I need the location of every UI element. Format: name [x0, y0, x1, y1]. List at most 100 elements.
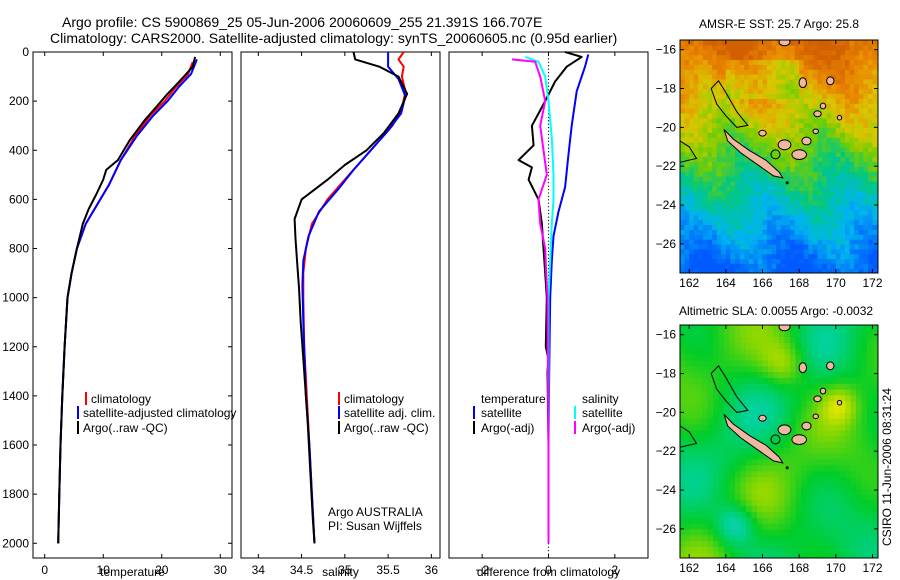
heatmap-cell	[785, 166, 791, 172]
heatmap-cell	[823, 459, 830, 466]
heatmap-cell	[854, 141, 860, 148]
heatmap-cell	[856, 418, 863, 425]
heatmap-cell	[744, 74, 750, 80]
heatmap-cell	[867, 342, 874, 349]
heatmap-cell	[762, 389, 769, 396]
heatmap-cell	[725, 74, 731, 80]
heatmap-cell	[746, 534, 753, 542]
heatmap-cell	[735, 488, 742, 495]
heatmap-cell	[707, 141, 713, 148]
heatmap-cell	[872, 112, 878, 119]
heatmap-cell	[762, 342, 769, 349]
heatmap-cell	[835, 44, 841, 51]
heatmap-cell	[863, 49, 869, 56]
heatmap-cell	[823, 330, 830, 338]
heatmap-cell	[762, 499, 769, 507]
heatmap-cell	[790, 418, 797, 425]
heatmap-cell	[867, 214, 874, 221]
heatmap-cell	[828, 552, 835, 558]
heatmap-cell	[680, 219, 686, 226]
heatmap-cell	[771, 175, 777, 182]
heatmap-cell	[712, 248, 718, 255]
heatmap-cell	[748, 137, 754, 143]
heatmap-cell	[780, 234, 786, 240]
heatmap-cell	[724, 488, 731, 495]
heatmap-cell	[693, 185, 699, 192]
heatmap-cell	[739, 132, 745, 138]
heatmap-cell	[806, 412, 813, 419]
legend-label-temp-argo: Argo(-adj)	[481, 421, 534, 435]
heatmap-cell	[831, 69, 837, 75]
heatmap-cell	[808, 146, 814, 153]
heatmap-cell	[845, 239, 851, 245]
heatmap-cell	[867, 59, 874, 65]
heatmap-cell	[850, 552, 857, 558]
heatmap-cell	[790, 354, 797, 361]
heatmap-cell	[707, 171, 713, 177]
heatmap-cell	[744, 209, 750, 216]
heatmap-cell	[713, 493, 720, 501]
heatmap-cell	[748, 214, 754, 221]
heatmap-cell	[849, 263, 855, 269]
heatmap-cell	[845, 342, 852, 349]
heatmap-cell	[735, 365, 742, 373]
zero-line-dot	[547, 120, 550, 122]
heatmap-cell	[835, 40, 841, 46]
heatmap-cell	[702, 161, 709, 167]
heatmap-cell	[785, 209, 791, 216]
heatmap-cell	[748, 146, 754, 153]
heatmap-cell	[861, 389, 868, 396]
heatmap-cell	[685, 336, 692, 343]
heatmap-cell	[702, 151, 709, 158]
heatmap-cell	[812, 253, 819, 260]
heatmap-cell	[822, 239, 828, 245]
heatmap-cell	[680, 146, 686, 153]
heatmap-cell	[785, 112, 791, 119]
heatmap-cell	[799, 103, 805, 109]
heatmap-cell	[724, 354, 731, 361]
heatmap-cell	[768, 476, 775, 483]
heatmap-cell	[751, 534, 758, 542]
heatmap-cell	[762, 54, 768, 61]
heatmap-cell	[826, 248, 832, 255]
heatmap-cell	[744, 200, 750, 206]
heatmap-cell	[725, 224, 731, 230]
heatmap-cell	[768, 523, 775, 530]
heatmap-cell	[691, 389, 698, 396]
heatmap-cell	[854, 209, 860, 216]
heatmap-cell	[822, 171, 828, 177]
heatmap-cell	[685, 359, 692, 367]
heatmap-cell	[839, 412, 846, 419]
heatmap-cell	[850, 499, 857, 507]
heatmap-cell	[698, 127, 704, 133]
heatmap-cell	[716, 161, 722, 167]
heatmap-cell	[812, 166, 819, 172]
heatmap-cell	[740, 453, 747, 460]
heatmap-cell	[817, 209, 823, 216]
zero-line-dot	[547, 116, 550, 118]
heatmap-cell	[803, 74, 809, 80]
heatmap-cell	[856, 453, 863, 460]
heatmap-cell	[735, 137, 741, 143]
heatmap-cell	[834, 394, 841, 402]
heatmap-cell	[839, 389, 846, 396]
heatmap-cell	[744, 117, 750, 124]
heatmap-cell	[779, 435, 786, 443]
heatmap-cell	[872, 141, 878, 148]
heatmap-cell	[849, 161, 855, 167]
heatmap-cell	[822, 117, 828, 124]
heatmap-cell	[863, 54, 869, 61]
heatmap-cell	[780, 171, 786, 177]
heatmap-cell	[753, 185, 759, 192]
heatmap-cell	[767, 214, 773, 221]
heatmap-cell	[845, 64, 851, 70]
map-y-tick-label: −26	[656, 237, 677, 251]
heatmap-cell	[685, 429, 692, 437]
y-tick-label: 1000	[2, 291, 29, 305]
heatmap-cell	[698, 243, 704, 250]
heatmap-cell	[845, 190, 851, 196]
heatmap-cell	[689, 209, 695, 216]
heatmap-cell	[762, 214, 768, 221]
heatmap-cell	[729, 365, 736, 373]
heatmap-cell	[689, 234, 695, 240]
